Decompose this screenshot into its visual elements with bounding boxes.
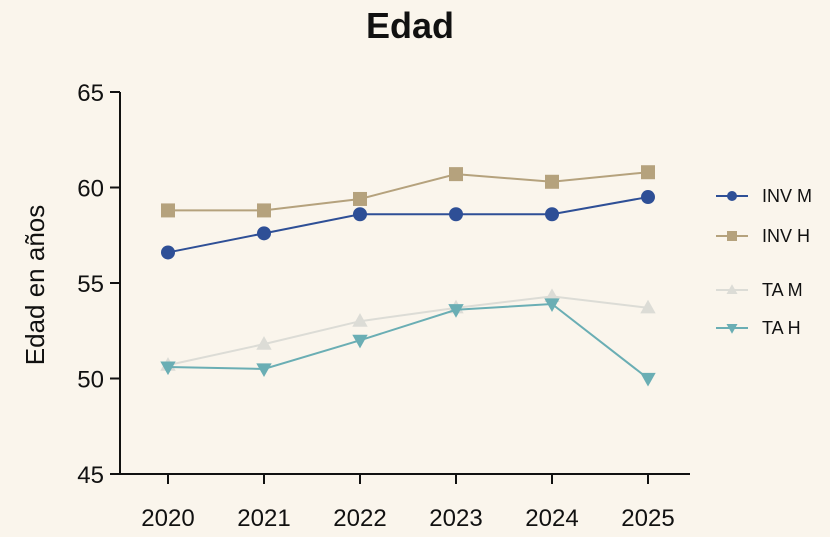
data-point bbox=[352, 334, 368, 349]
legend-marker bbox=[726, 324, 738, 334]
series-inv-h bbox=[161, 165, 655, 218]
data-point bbox=[353, 191, 367, 206]
data-point bbox=[640, 299, 656, 314]
series-ta-m bbox=[160, 288, 656, 371]
y-tick-label: 45 bbox=[77, 462, 104, 489]
legend-label: INV H bbox=[762, 226, 810, 246]
data-point bbox=[640, 372, 656, 387]
chart-title: Edad bbox=[366, 5, 454, 46]
legend-marker bbox=[726, 284, 738, 294]
legend-marker bbox=[727, 191, 737, 201]
series-line bbox=[167, 196, 649, 254]
data-point bbox=[161, 245, 175, 260]
series-ta-h bbox=[160, 298, 656, 387]
legend-label: TA M bbox=[762, 280, 803, 300]
series-line bbox=[168, 171, 649, 212]
data-point bbox=[449, 207, 463, 222]
data-point bbox=[352, 313, 368, 327]
legend-label: INV M bbox=[762, 186, 812, 206]
legend-marker bbox=[727, 231, 737, 241]
y-tick-label: 65 bbox=[77, 80, 104, 107]
data-point bbox=[161, 203, 175, 218]
data-point bbox=[353, 207, 367, 222]
y-axis-label: Edad en años bbox=[20, 205, 50, 365]
data-point bbox=[545, 207, 559, 222]
data-point bbox=[641, 190, 655, 205]
series-line bbox=[167, 302, 649, 380]
legend-item: INV M bbox=[716, 186, 812, 206]
data-point bbox=[449, 167, 463, 182]
series-layer bbox=[160, 165, 656, 387]
x-tick-label: 2024 bbox=[525, 505, 578, 532]
y-tick-label: 50 bbox=[77, 367, 104, 394]
axis-ticks: 45 50 55 60 65 2020 2021 2022 2023 2024 2025 bbox=[77, 80, 674, 532]
data-point bbox=[256, 336, 272, 350]
data-point bbox=[257, 226, 271, 241]
data-point bbox=[641, 165, 655, 180]
x-tick-label: 2020 bbox=[141, 505, 194, 532]
series-line bbox=[167, 295, 649, 367]
legend-item: TA M bbox=[716, 280, 803, 300]
data-point bbox=[544, 298, 560, 313]
y-tick-label: 55 bbox=[77, 271, 104, 298]
series-inv-m bbox=[161, 190, 655, 260]
x-tick-label: 2023 bbox=[429, 505, 482, 532]
legend-item: INV H bbox=[716, 226, 810, 246]
y-tick-label: 60 bbox=[77, 176, 104, 203]
data-point bbox=[160, 361, 176, 376]
x-tick-label: 2022 bbox=[333, 505, 386, 532]
data-point bbox=[448, 304, 464, 318]
data-point bbox=[545, 174, 559, 189]
data-point bbox=[257, 203, 271, 218]
x-tick-label: 2021 bbox=[237, 505, 290, 532]
legend-label: TA H bbox=[762, 318, 801, 338]
data-point bbox=[256, 363, 272, 377]
legend-item: TA H bbox=[716, 318, 801, 338]
x-tick-label: 2025 bbox=[621, 505, 674, 532]
legend: INV M INV H TA M TA H bbox=[716, 186, 812, 338]
